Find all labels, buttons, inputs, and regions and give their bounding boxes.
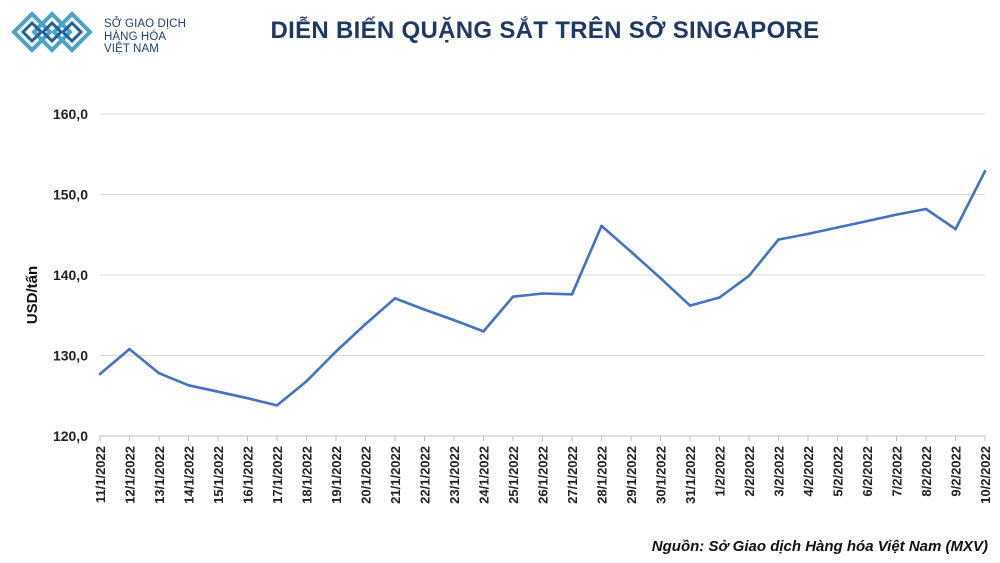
data-point — [157, 371, 161, 375]
x-tick-label: 26/1/2022 — [536, 446, 551, 504]
x-tick-label: 27/1/2022 — [565, 446, 580, 504]
x-tick-label: 19/1/2022 — [329, 446, 344, 504]
source-note: Nguồn: Sở Giao dịch Hàng hóa Việt Nam (M… — [651, 538, 988, 555]
logo-line-2: HÀNG HÓA — [104, 30, 167, 43]
x-tick-label: 2/2/2022 — [742, 446, 757, 497]
chart-title: DIỄN BIẾN QUẶNG SẮT TRÊN SỞ SINGAPORE — [270, 17, 820, 44]
x-tick-label: 3/2/2022 — [772, 446, 787, 497]
series-line — [99, 170, 987, 407]
y-tick-label: 150,0 — [53, 187, 88, 203]
x-tick-label: 25/1/2022 — [506, 446, 521, 504]
x-tick-label: 24/1/2022 — [477, 446, 492, 504]
x-tick-label: 4/2/2022 — [801, 446, 816, 497]
x-tick-label: 31/1/2022 — [683, 446, 698, 504]
data-point — [629, 250, 633, 253]
x-tick-label: 21/1/2022 — [388, 446, 403, 504]
logo-line-1: SỞ GIAO DỊCH — [104, 18, 186, 30]
x-tick-label: 1/2/2022 — [713, 446, 728, 497]
x-tick-label: 10/2/2022 — [978, 446, 993, 504]
data-point — [364, 322, 367, 326]
data-point — [983, 169, 987, 173]
y-tick-label: 130,0 — [53, 348, 88, 364]
x-tick-label: 8/2/2022 — [919, 446, 934, 497]
data-point — [275, 404, 279, 407]
logo-line-3: VIỆT NAM — [104, 43, 159, 55]
data-point — [747, 274, 751, 278]
logo-mark-icon — [11, 11, 93, 53]
data-point — [806, 232, 810, 236]
data-point — [600, 224, 603, 228]
y-tick-label: 140,0 — [53, 267, 88, 283]
x-tick-label: 5/2/2022 — [831, 446, 846, 497]
data-point — [865, 219, 869, 223]
x-tick-label: 9/2/2022 — [949, 446, 964, 497]
y-tick-label: 160,0 — [53, 106, 88, 122]
data-point — [305, 379, 308, 383]
data-point — [718, 296, 721, 299]
x-tick-label: 30/1/2022 — [654, 446, 669, 504]
data-point — [836, 226, 839, 229]
data-point — [187, 383, 190, 387]
data-point — [688, 304, 692, 307]
data-point — [541, 292, 544, 295]
logo: SỞ GIAO DỊCH HÀNG HÓA VIỆT NAM — [10, 8, 186, 56]
x-tick-label: 20/1/2022 — [359, 446, 374, 504]
x-tick-label: 6/2/2022 — [860, 446, 875, 497]
data-point — [954, 227, 957, 231]
x-tick-label: 18/1/2022 — [300, 446, 315, 504]
x-tick-label: 23/1/2022 — [447, 446, 462, 504]
data-point — [924, 207, 928, 211]
data-point — [423, 308, 426, 311]
x-tick-label: 29/1/2022 — [624, 446, 639, 504]
x-tick-label: 13/1/2022 — [152, 446, 167, 504]
data-point — [98, 372, 102, 376]
data-point — [128, 347, 131, 351]
data-point — [246, 396, 249, 400]
data-point — [777, 238, 780, 241]
x-tick-label: 14/1/2022 — [182, 446, 197, 504]
data-point — [895, 213, 898, 216]
data-point — [659, 276, 662, 280]
y-tick-label: 120,0 — [53, 428, 88, 444]
data-point — [511, 295, 515, 299]
data-point — [482, 330, 485, 333]
data-point — [216, 390, 220, 394]
x-tick-label: 16/1/2022 — [241, 446, 256, 504]
x-tick-label: 17/1/2022 — [270, 446, 285, 504]
x-tick-label: 28/1/2022 — [595, 446, 610, 504]
x-tick-label: 12/1/2022 — [123, 446, 138, 504]
data-point — [334, 350, 338, 353]
x-tick-label: 7/2/2022 — [890, 446, 905, 497]
x-tick-label: 15/1/2022 — [211, 446, 226, 504]
y-axis-label: USD/tấn — [24, 266, 41, 324]
data-point — [570, 293, 574, 296]
logo-text: SỞ GIAO DỊCH HÀNG HÓA VIỆT NAM — [104, 18, 186, 56]
x-tick-label: 11/1/2022 — [93, 446, 108, 503]
data-point — [452, 318, 456, 322]
data-point — [393, 297, 397, 300]
x-tick-label: 22/1/2022 — [418, 446, 433, 504]
